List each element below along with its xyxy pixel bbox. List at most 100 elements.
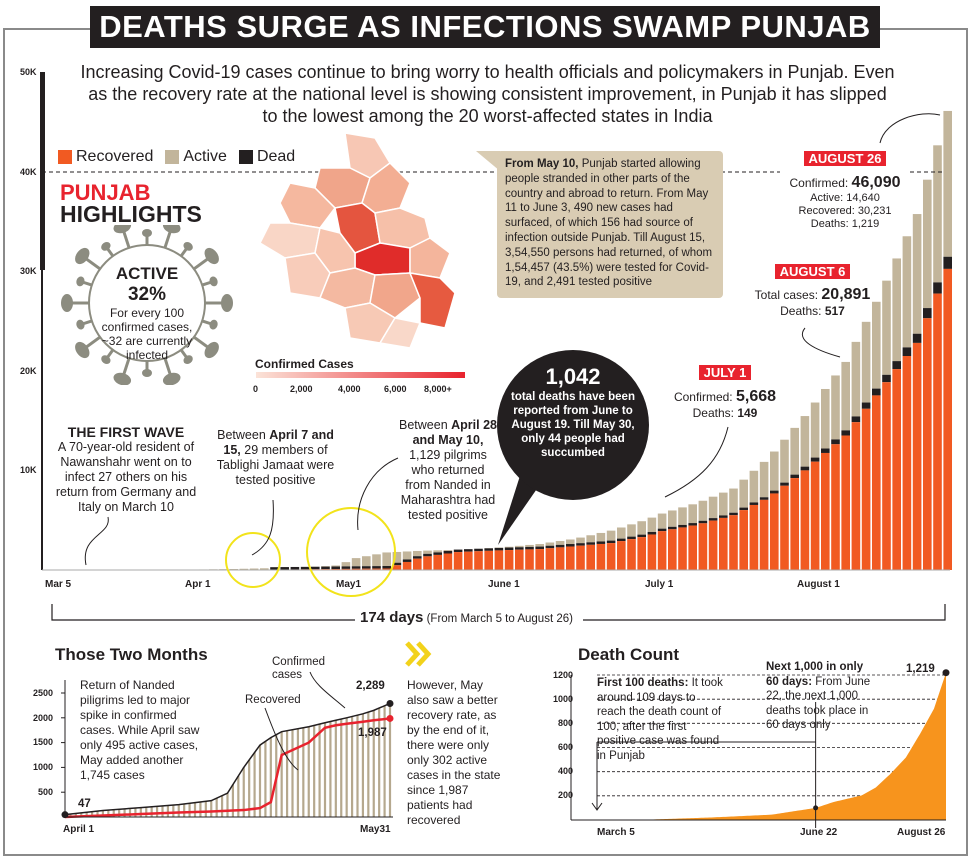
- bar-active: [943, 110, 952, 257]
- bar-recovered: [719, 517, 728, 570]
- confirmed-line: [64, 702, 391, 816]
- bar-dead: [596, 541, 606, 544]
- bar-active: [759, 461, 769, 498]
- first-wave-title: THE FIRST WAVE: [67, 424, 185, 440]
- nanded-text: 1,129 pilgrims who returned from Nanded …: [400, 448, 496, 522]
- bar-active: [413, 550, 422, 557]
- bar-dead: [525, 546, 534, 550]
- y-tick-20k: 20K: [20, 366, 37, 376]
- callout-tail: [476, 151, 500, 171]
- bar-recovered: [831, 444, 840, 570]
- bar-active: [423, 550, 432, 554]
- dc-y-tick: 800: [558, 718, 574, 728]
- bar-recovered: [647, 534, 657, 570]
- bar-recovered: [739, 510, 748, 570]
- active-value: 32%: [127, 284, 167, 305]
- label-recovered: Recovered: [245, 694, 301, 706]
- tm-y-tick: 2500: [33, 688, 54, 698]
- bar-active: [729, 488, 738, 513]
- aug6-deaths: 517: [824, 304, 845, 318]
- bar-dead: [270, 567, 279, 570]
- bar-active: [402, 551, 412, 560]
- map-legend-title: Confirmed Cases: [255, 357, 354, 371]
- bar-active: [443, 550, 453, 551]
- arrow-confirmed: [309, 671, 346, 709]
- bar-active: [504, 546, 514, 548]
- bar-recovered: [770, 493, 779, 570]
- bar-active: [606, 530, 616, 541]
- next-1000-note: Next 1,000 in only 60 days: From June 22…: [766, 660, 876, 733]
- bar-recovered: [851, 422, 861, 570]
- bar-recovered: [515, 549, 524, 570]
- bar-recovered: [372, 568, 381, 570]
- bar-dead: [576, 543, 585, 546]
- bar-dead: [290, 566, 300, 570]
- bar-dead: [474, 548, 483, 552]
- aug6-callout: AUGUST 6 Total cases: 20,891 Deaths: 517: [750, 263, 875, 318]
- bar-active: [637, 521, 646, 535]
- bar-dead: [892, 361, 901, 370]
- bar-active: [902, 236, 912, 348]
- start-value: 47: [78, 798, 91, 810]
- end-confirmed-point: [386, 699, 394, 707]
- returnees-callout: From May 10, Punjab started allowing peo…: [497, 151, 723, 298]
- y-tick-40k: 40K: [20, 167, 37, 177]
- legend-swatch-active: [165, 150, 180, 164]
- bar-dead: [749, 502, 759, 505]
- bar-active: [851, 341, 861, 417]
- bar-recovered: [841, 435, 850, 570]
- virus-spike-head: [142, 229, 152, 237]
- bar-active: [627, 524, 636, 537]
- bar-active: [657, 513, 667, 529]
- bar-dead: [362, 566, 371, 569]
- july1-callout: JULY 1 Confirmed: 5,668 Deaths: 149: [660, 364, 790, 420]
- bar-recovered: [678, 527, 687, 570]
- map-legend-tick: 0: [253, 384, 259, 394]
- bar-active: [382, 552, 391, 567]
- first-wave-note: THE FIRST WAVE A 70-year-old resident of…: [52, 425, 200, 515]
- legend-recovered: Recovered: [76, 148, 154, 165]
- bar-dead: [923, 308, 932, 319]
- end-recovered-point: [386, 714, 394, 722]
- bar-dead: [464, 549, 473, 552]
- arrow-first-wave: [84, 516, 109, 566]
- bar-dead: [484, 548, 493, 551]
- bar-dead: [351, 566, 361, 569]
- bar-active: [821, 388, 830, 449]
- dc-y-tick: 200: [558, 790, 574, 800]
- bar-active: [810, 402, 820, 458]
- july1-deaths: 149: [737, 406, 758, 420]
- first-wave-text: A 70-year-old resident of Nawanshahr wen…: [55, 440, 197, 514]
- aug6-deaths-label: Deaths:: [780, 304, 822, 318]
- bar-recovered: [872, 395, 881, 570]
- bar-active: [841, 361, 850, 431]
- bar-recovered: [474, 551, 483, 570]
- start-point: [61, 811, 69, 819]
- bar-dead: [708, 518, 718, 521]
- bar-active: [566, 539, 575, 545]
- bar-active: [872, 301, 881, 389]
- highlights-title-red: PUNJAB: [60, 180, 151, 205]
- dc-y-tick: 1200: [553, 670, 574, 680]
- bar-dead: [698, 520, 708, 524]
- bar-active: [770, 451, 779, 491]
- bar-recovered: [484, 550, 493, 570]
- highlight-circle-may: [306, 507, 396, 597]
- virus-spike-head: [183, 241, 193, 251]
- bar-dead: [311, 566, 320, 570]
- legend-active: Active: [183, 148, 227, 165]
- july1-label: JULY 1: [698, 365, 752, 380]
- bar-recovered: [780, 485, 789, 570]
- bar-dead: [657, 528, 667, 532]
- bar-active: [861, 321, 871, 403]
- bar-recovered: [933, 293, 942, 570]
- aug26-confirmed-label: Confirmed:: [789, 176, 849, 190]
- bar-active: [545, 542, 555, 546]
- bar-active: [362, 556, 371, 567]
- bar-recovered: [566, 546, 575, 570]
- bar-active: [219, 569, 228, 570]
- virus-spike-head: [221, 294, 233, 312]
- bar-recovered: [759, 499, 769, 570]
- virus-spike-head: [113, 372, 132, 385]
- bar-active: [749, 470, 759, 503]
